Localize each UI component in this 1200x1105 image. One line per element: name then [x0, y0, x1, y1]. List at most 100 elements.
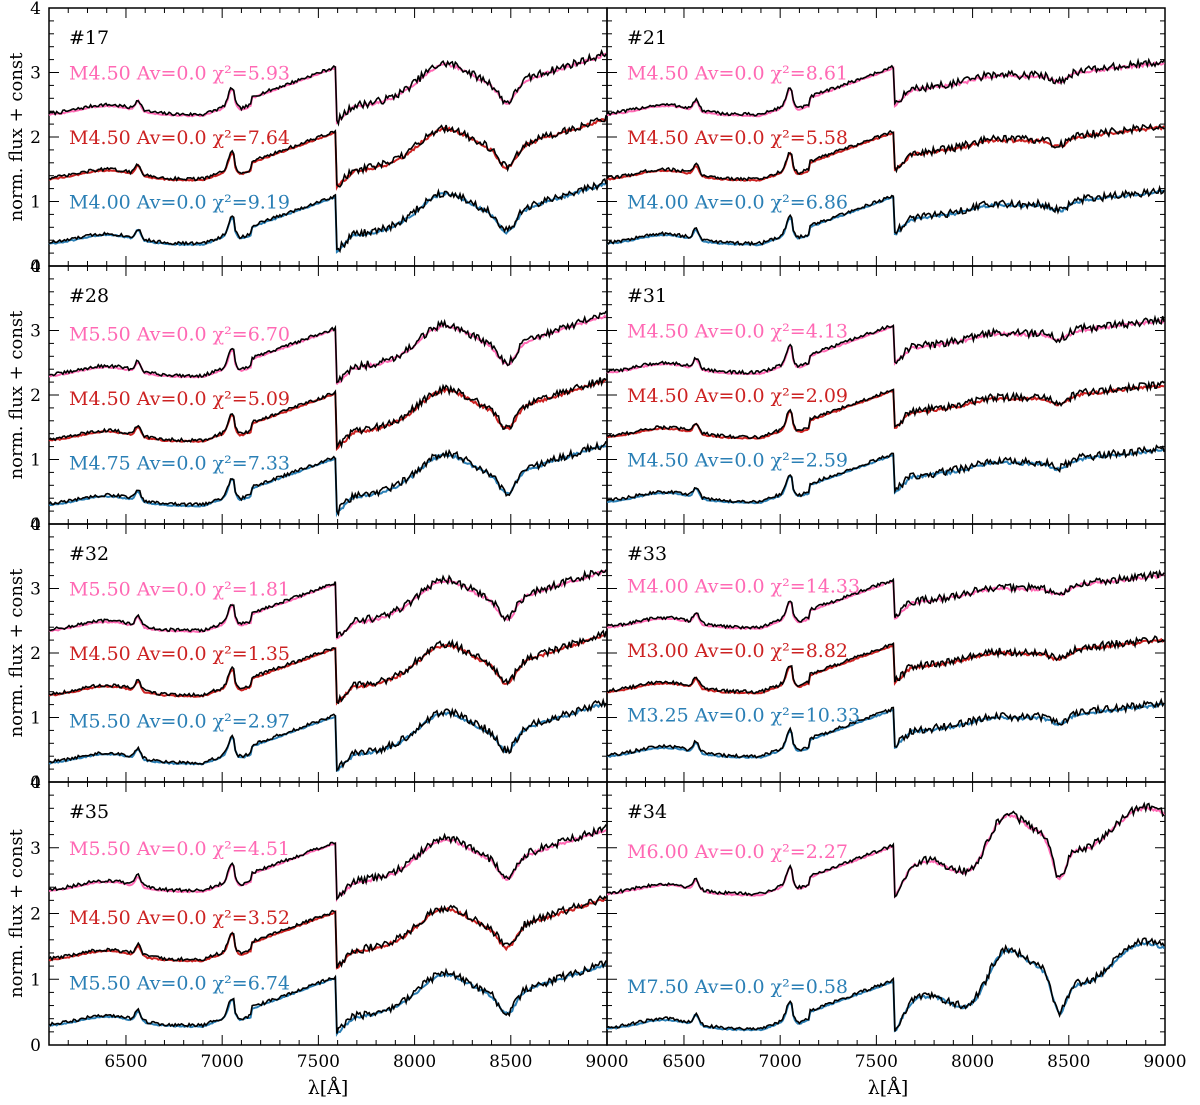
x-tick-label: 7000: [759, 1052, 802, 1072]
x-tick-label: 8000: [951, 1052, 994, 1072]
fit-label-middle: M4.50 Av=0.0 χ²=7.64: [69, 127, 290, 149]
y-tick-label: 2: [30, 386, 41, 406]
observed-spectrum-top: [48, 569, 607, 639]
x-tick-label: 8000: [393, 1052, 436, 1072]
observed-spectrum-bottom: [48, 178, 607, 254]
y-tick-label: 1: [30, 970, 41, 990]
fit-label-middle: M3.00 Av=0.0 χ²=8.82: [627, 640, 848, 662]
x-tick-label: 8500: [489, 1052, 532, 1072]
fit-label-top: M4.50 Av=0.0 χ²=5.93: [69, 63, 290, 85]
observed-spectrum-top: [606, 57, 1165, 117]
x-axis-label-right: λ[Å]: [868, 1077, 909, 1099]
x-tick-label: 9000: [1143, 1052, 1186, 1072]
y-tick-label: 3: [30, 64, 41, 84]
panel-id-label: #28: [69, 285, 109, 307]
fit-label-bottom: M4.50 Av=0.0 χ²=2.59: [627, 450, 848, 472]
y-tick-label: 0: [30, 1036, 41, 1056]
panel-id-label: #33: [627, 543, 667, 565]
panel-32: 0 1 2 3 4 norm. flux + const #32 M5.50 Av=0.0 χ…: [6, 515, 608, 793]
y-tick-label: 1: [30, 709, 41, 729]
y-tick-label: 4: [30, 257, 41, 277]
observed-spectrum-top: [48, 310, 607, 384]
y-tick-label: 1: [30, 451, 41, 471]
y-tick-label: 2: [30, 128, 41, 148]
panel-id-label: #32: [69, 543, 109, 565]
y-axis-label: norm. flux + const: [6, 310, 27, 480]
y-axis-label: norm. flux + const: [6, 568, 27, 738]
fit-label-top: M4.00 Av=0.0 χ²=14.33: [627, 575, 860, 597]
fit-label-top: M5.50 Av=0.0 χ²=1.81: [69, 579, 290, 601]
observed-spectrum-bottom: [48, 697, 607, 772]
panel-28: 0 1 2 3 4 norm. flux + const #28 M5.50 Av=0.0 χ…: [6, 257, 608, 535]
x-axis-label-left: λ[Å]: [308, 1077, 349, 1099]
observed-spectrum-bottom: [606, 937, 1165, 1032]
panel-33: #33 M4.00 Av=0.0 χ²=14.33 M3.00 Av=0.0 χ²=…: [606, 523, 1166, 783]
fit-label-bottom: M4.00 Av=0.0 χ²=9.19: [69, 192, 290, 214]
panel-17: 0 1 2 3 4 norm. flux + const #17 M4.50 Av=0.0 χ…: [6, 0, 608, 277]
fit-label-bottom: M5.50 Av=0.0 χ²=2.97: [69, 711, 290, 733]
y-tick-label: 0: [30, 257, 41, 277]
fit-label-bottom: M5.50 Av=0.0 χ²=6.74: [69, 973, 290, 995]
fit-label-bottom: M3.25 Av=0.0 χ²=10.33: [627, 704, 860, 726]
panel-31: #31 M4.50 Av=0.0 χ²=4.13 M4.50 Av=0.0 χ²=2…: [606, 265, 1166, 525]
fit-label-top: M5.50 Av=0.0 χ²=6.70: [69, 324, 290, 346]
observed-spectrum-bottom: [48, 960, 607, 1034]
observed-spectrum-middle: [48, 894, 607, 969]
observed-spectrum-top: [606, 801, 1165, 899]
panel-34: 6500 7000 7500 8000 8500 9000 #34 M6.00 Av=0.0 …: [606, 781, 1187, 1072]
observed-spectrum-middle: [606, 635, 1165, 695]
panel-21: #21 M4.50 Av=0.0 χ²=8.61 M4.50 Av=0.0 χ²=5…: [606, 7, 1166, 267]
y-tick-label: 2: [30, 905, 41, 925]
fit-label-top: M5.50 Av=0.0 χ²=4.51: [69, 838, 290, 860]
x-tick-label: 6500: [662, 1052, 705, 1072]
fit-label-middle: M4.50 Av=0.0 χ²=5.58: [627, 127, 848, 149]
observed-spectrum-middle: [48, 629, 607, 705]
y-tick-label: 0: [30, 515, 41, 535]
y-tick-label: 1: [30, 193, 41, 213]
y-tick-label: 4: [30, 773, 41, 793]
panel-id-label: #34: [627, 801, 667, 823]
x-tick-label: 6500: [104, 1052, 147, 1072]
observed-spectrum-middle: [48, 114, 607, 188]
y-tick-label: 3: [30, 322, 41, 342]
fit-label-middle: M4.50 Av=0.0 χ²=3.52: [69, 907, 290, 929]
y-tick-label: 3: [30, 580, 41, 600]
y-tick-label: 0: [30, 773, 41, 793]
panel-id-label: #35: [69, 801, 109, 823]
fit-label-bottom: M7.50 Av=0.0 χ²=0.58: [627, 976, 848, 998]
fit-label-bottom: M4.00 Av=0.0 χ²=6.86: [627, 192, 848, 214]
fit-label-top: M4.50 Av=0.0 χ²=8.61: [627, 63, 848, 85]
x-tick-label: 8500: [1047, 1052, 1090, 1072]
y-tick-label: 3: [30, 839, 41, 859]
observed-spectrum-top: [48, 48, 607, 127]
model-spectrum-top: [606, 61, 1165, 118]
fit-label-middle: M4.50 Av=0.0 χ²=5.09: [69, 388, 290, 410]
observed-spectrum-bottom: [48, 440, 607, 517]
y-tick-label: 4: [30, 0, 41, 19]
x-tick-label: 9000: [585, 1052, 628, 1072]
observed-spectrum-top: [606, 569, 1165, 630]
panel-id-label: #17: [69, 27, 109, 49]
observed-spectrum-bottom: [606, 444, 1165, 504]
observed-spectrum-bottom: [606, 184, 1165, 247]
fit-label-top: M6.00 Av=0.0 χ²=2.27: [627, 841, 848, 863]
observed-spectrum-middle: [48, 377, 607, 450]
observed-spectrum-middle: [606, 122, 1165, 182]
panel-frame: [606, 781, 1166, 1046]
x-tick-label: 7000: [201, 1052, 244, 1072]
y-axis-label: norm. flux + const: [6, 828, 27, 998]
fit-label-middle: M4.50 Av=0.0 χ²=1.35: [69, 643, 290, 665]
fit-label-bottom: M4.75 Av=0.0 χ²=7.33: [69, 453, 290, 475]
observed-spectrum-top: [48, 824, 607, 901]
observed-spectrum-top: [607, 314, 1165, 376]
x-tick-label: 7500: [297, 1052, 340, 1072]
panel-id-label: #21: [627, 27, 667, 49]
panel-id-label: #31: [627, 285, 667, 307]
fit-label-top: M4.50 Av=0.0 χ²=4.13: [627, 321, 848, 343]
fit-label-middle: M4.50 Av=0.0 χ²=2.09: [627, 385, 848, 407]
y-axis-label: norm. flux + const: [6, 52, 27, 222]
panel-35: 0 1 2 3 4 norm. flux + const 6500 7000 7500 8000 8…: [6, 773, 629, 1072]
y-tick-label: 4: [30, 515, 41, 535]
y-tick-label: 2: [30, 644, 41, 664]
